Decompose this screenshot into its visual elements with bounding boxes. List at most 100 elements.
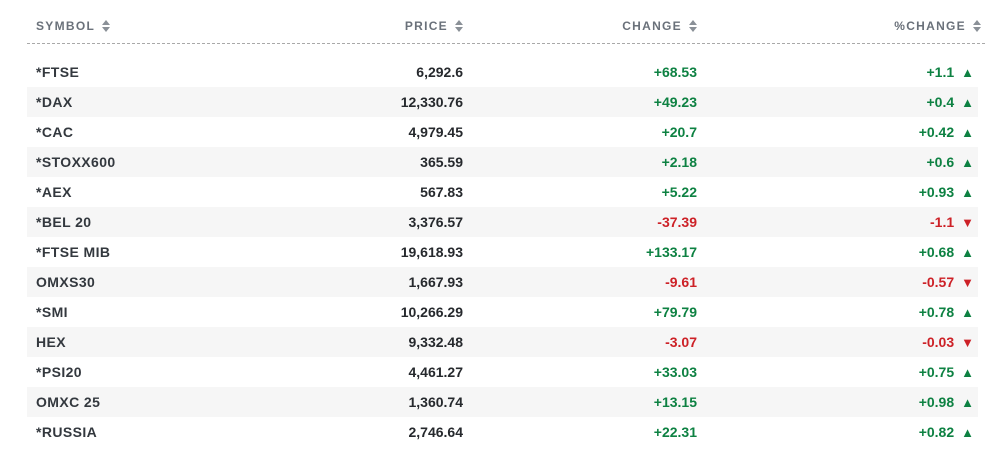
- change-cell: +49.23: [653, 94, 697, 110]
- up-triangle-icon: ▲: [961, 154, 974, 170]
- symbol-cell[interactable]: *STOXX600: [36, 154, 116, 170]
- price-cell: 6,292.6: [416, 64, 463, 80]
- up-triangle-icon: ▲: [961, 94, 974, 110]
- pct-change-value: +0.75: [918, 364, 955, 380]
- table-row: *STOXX600 365.59 +2.18 +0.6 ▲: [27, 147, 978, 177]
- change-cell: +20.7: [661, 124, 697, 140]
- pct-change-value: +0.68: [918, 244, 955, 260]
- table-row: *DAX 12,330.76 +49.23 +0.4 ▲: [27, 87, 978, 117]
- table-row: *BEL 20 3,376.57 -37.39 -1.1 ▼: [27, 207, 978, 237]
- up-triangle-icon: ▲: [961, 64, 974, 80]
- symbol-cell[interactable]: *AEX: [36, 184, 72, 200]
- price-cell: 365.59: [420, 154, 463, 170]
- table-row: OMXC 25 1,360.74 +13.15 +0.98 ▲: [27, 387, 978, 417]
- price-cell: 1,667.93: [408, 274, 464, 290]
- column-header-pct-change-label: %CHANGE: [894, 19, 966, 33]
- price-cell: 10,266.29: [400, 304, 463, 320]
- down-triangle-icon: ▼: [961, 214, 974, 230]
- up-triangle-icon: ▲: [961, 364, 974, 380]
- table-row: *AEX 567.83 +5.22 +0.93 ▲: [27, 177, 978, 207]
- pct-change-cell: +0.98 ▲: [697, 394, 978, 410]
- table-row: *FTSE 6,292.6 +68.53 +1.1 ▲: [27, 57, 978, 87]
- pct-change-value: -0.03: [922, 334, 955, 350]
- change-cell: +33.03: [653, 364, 697, 380]
- symbol-cell[interactable]: OMXS30: [36, 274, 96, 290]
- change-cell: +2.18: [661, 154, 697, 170]
- price-cell: 9,332.48: [408, 334, 464, 350]
- column-header-symbol[interactable]: SYMBOL: [27, 19, 277, 33]
- up-triangle-icon: ▲: [961, 424, 974, 440]
- symbol-cell[interactable]: *DAX: [36, 94, 73, 110]
- pct-change-value: -0.57: [922, 274, 955, 290]
- table-row: OMXS30 1,667.93 -9.61 -0.57 ▼: [27, 267, 978, 297]
- price-cell: 567.83: [420, 184, 463, 200]
- table-row: *RUSSIA 2,746.64 +22.31 +0.82 ▲: [27, 417, 978, 447]
- symbol-cell[interactable]: *FTSE: [36, 64, 80, 80]
- table-row: *SMI 10,266.29 +79.79 +0.78 ▲: [27, 297, 978, 327]
- sort-icon: [973, 20, 981, 32]
- table-body: *FTSE 6,292.6 +68.53 +1.1 ▲ *DAX 12,330.…: [27, 57, 978, 447]
- pct-change-value: +0.93: [918, 184, 955, 200]
- pct-change-cell: +0.68 ▲: [697, 244, 978, 260]
- change-cell: +79.79: [653, 304, 697, 320]
- symbol-cell[interactable]: *RUSSIA: [36, 424, 98, 440]
- pct-change-value: -1.1: [930, 214, 955, 230]
- pct-change-cell: +1.1 ▲: [697, 64, 978, 80]
- symbol-cell[interactable]: *SMI: [36, 304, 68, 320]
- pct-change-value: +0.82: [918, 424, 955, 440]
- pct-change-value: +0.98: [918, 394, 955, 410]
- price-cell: 3,376.57: [408, 214, 464, 230]
- column-header-pct-change[interactable]: %CHANGE: [697, 19, 985, 33]
- change-cell: +68.53: [653, 64, 697, 80]
- symbol-cell[interactable]: *CAC: [36, 124, 74, 140]
- change-cell: +5.22: [661, 184, 697, 200]
- column-header-price-label: PRICE: [404, 19, 448, 33]
- down-triangle-icon: ▼: [961, 274, 974, 290]
- symbol-cell[interactable]: *FTSE MIB: [36, 244, 111, 260]
- pct-change-value: +0.42: [918, 124, 955, 140]
- table-row: HEX 9,332.48 -3.07 -0.03 ▼: [27, 327, 978, 357]
- table-row: *CAC 4,979.45 +20.7 +0.42 ▲: [27, 117, 978, 147]
- pct-change-value: +0.78: [918, 304, 955, 320]
- pct-change-value: +1.1: [926, 64, 955, 80]
- column-header-symbol-label: SYMBOL: [36, 19, 96, 33]
- pct-change-cell: +0.6 ▲: [697, 154, 978, 170]
- sort-icon: [102, 20, 111, 32]
- change-cell: -9.61: [665, 274, 697, 290]
- price-cell: 12,330.76: [400, 94, 463, 110]
- column-header-change[interactable]: CHANGE: [463, 19, 697, 33]
- price-cell: 4,461.27: [408, 364, 464, 380]
- column-header-price[interactable]: PRICE: [277, 19, 463, 33]
- pct-change-cell: +0.82 ▲: [697, 424, 978, 440]
- table-header-row: SYMBOL PRICE CHANGE %CHANGE: [27, 0, 985, 44]
- up-triangle-icon: ▲: [961, 184, 974, 200]
- column-header-change-label: CHANGE: [622, 19, 682, 33]
- symbol-cell[interactable]: *PSI20: [36, 364, 82, 380]
- market-index-table: SYMBOL PRICE CHANGE %CHANGE *FTSE 6,292.…: [27, 0, 985, 447]
- change-cell: +22.31: [653, 424, 697, 440]
- symbol-cell[interactable]: *BEL 20: [36, 214, 92, 230]
- pct-change-cell: +0.78 ▲: [697, 304, 978, 320]
- price-cell: 19,618.93: [400, 244, 463, 260]
- pct-change-cell: -0.57 ▼: [697, 274, 978, 290]
- table-row: *FTSE MIB 19,618.93 +133.17 +0.68 ▲: [27, 237, 978, 267]
- change-cell: +133.17: [646, 244, 697, 260]
- symbol-cell[interactable]: OMXC 25: [36, 394, 101, 410]
- up-triangle-icon: ▲: [961, 304, 974, 320]
- sort-icon: [455, 20, 463, 32]
- price-cell: 4,979.45: [408, 124, 464, 140]
- change-cell: -37.39: [657, 214, 697, 230]
- pct-change-value: +0.4: [926, 94, 955, 110]
- price-cell: 1,360.74: [408, 394, 464, 410]
- pct-change-cell: -1.1 ▼: [697, 214, 978, 230]
- pct-change-value: +0.6: [926, 154, 955, 170]
- symbol-cell[interactable]: HEX: [36, 334, 66, 350]
- table-row: *PSI20 4,461.27 +33.03 +0.75 ▲: [27, 357, 978, 387]
- down-triangle-icon: ▼: [961, 334, 974, 350]
- pct-change-cell: +0.75 ▲: [697, 364, 978, 380]
- pct-change-cell: -0.03 ▼: [697, 334, 978, 350]
- up-triangle-icon: ▲: [961, 394, 974, 410]
- up-triangle-icon: ▲: [961, 244, 974, 260]
- pct-change-cell: +0.4 ▲: [697, 94, 978, 110]
- up-triangle-icon: ▲: [961, 124, 974, 140]
